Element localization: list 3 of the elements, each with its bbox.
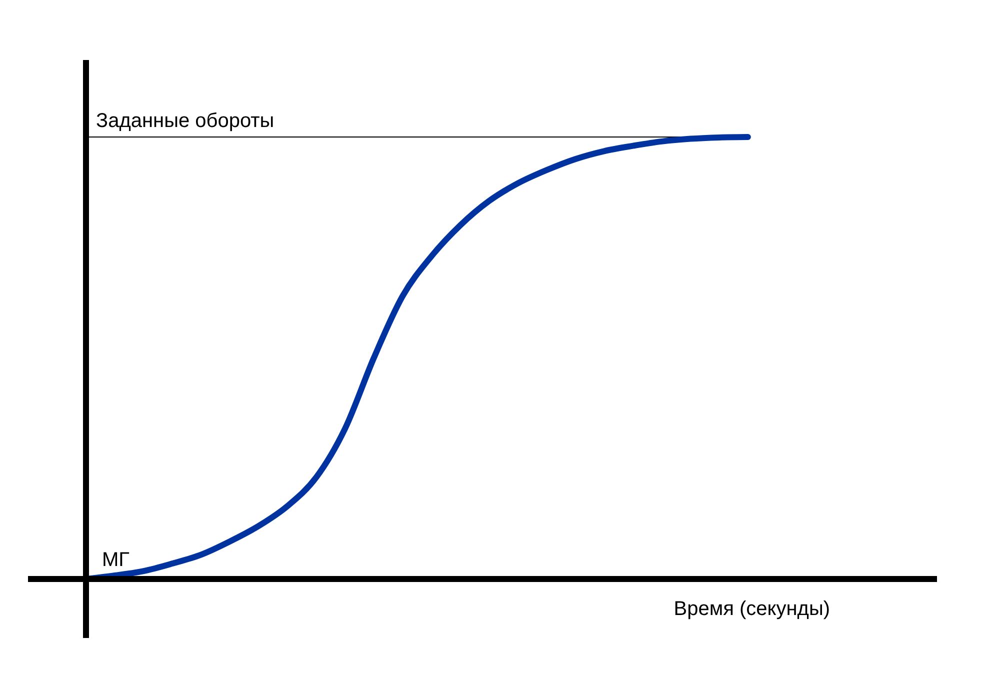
ref-line-label: Заданные обороты (96, 110, 274, 132)
x-axis-title: Время (секунды) (674, 598, 830, 620)
annotation: МГ (102, 549, 130, 571)
